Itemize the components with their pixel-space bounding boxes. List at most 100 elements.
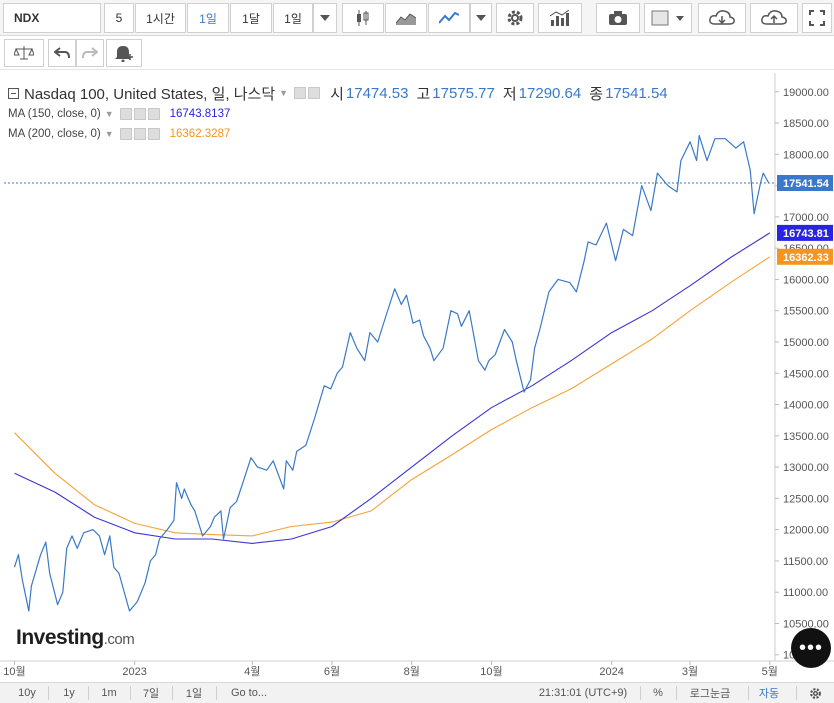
divider xyxy=(130,686,131,700)
low-label: 저 xyxy=(502,85,517,103)
x-tick-label: 8월 xyxy=(404,665,420,678)
y-tick-label: 16000.00 xyxy=(783,274,829,286)
investing-logo: Investing.com xyxy=(16,626,135,649)
ma200-close-icon[interactable] xyxy=(147,128,160,140)
x-tick-label: 10월 xyxy=(3,665,25,678)
ma150-gear-icon[interactable] xyxy=(133,108,146,120)
interval-1day-dropdown[interactable]: 1일 xyxy=(273,3,313,33)
low-value: 17290.64 xyxy=(518,84,582,102)
divider xyxy=(748,686,749,700)
undo-icon[interactable] xyxy=(48,39,76,67)
indicators-icon[interactable] xyxy=(538,3,582,33)
bottom-bar: 10y 1y 1m 7일 1일 Go to... 21:31:01 (UTC+9… xyxy=(0,682,834,703)
ma150-chevron-down-icon[interactable]: ▼ xyxy=(104,109,114,119)
interval-1day[interactable]: 1일 xyxy=(187,3,229,33)
ma150-series-line xyxy=(14,232,771,544)
y-tick-label: 10500.00 xyxy=(783,618,829,630)
y-tick-label: 11500.00 xyxy=(783,556,828,568)
fullscreen-icon[interactable] xyxy=(802,3,832,33)
add-alert-bell-icon[interactable] xyxy=(106,39,142,67)
range-1m[interactable]: 1m xyxy=(101,687,117,699)
ma150-badge-label: 16743.81 xyxy=(783,228,829,240)
ma150-eye-icon[interactable] xyxy=(119,108,132,120)
settings-gear-icon[interactable] xyxy=(496,3,534,33)
symbol-input[interactable]: NDX xyxy=(3,3,101,33)
y-tick-label: 19000.00 xyxy=(783,87,829,99)
x-tick-label: 2024 xyxy=(599,666,623,678)
ma200-eye-icon[interactable] xyxy=(119,128,132,140)
cloud-upload-icon[interactable] xyxy=(750,3,798,33)
y-tick-label: 12500.00 xyxy=(783,493,829,505)
divider xyxy=(640,686,641,700)
settings-gear-icon[interactable] xyxy=(308,87,321,99)
more-options-button[interactable]: ••• xyxy=(791,628,831,668)
ma200-value: 16362.3287 xyxy=(169,128,231,140)
chart-type-chevron-down-icon[interactable] xyxy=(470,3,492,33)
chart-legend: Nasdaq 100, United States, 일, 나스닥 ▼ 시 17… xyxy=(8,82,668,144)
y-tick-label: 11000.00 xyxy=(783,587,828,599)
background-color-picker[interactable] xyxy=(644,3,692,33)
interval-chevron-down-icon[interactable] xyxy=(313,3,337,33)
x-tick-label: 5월 xyxy=(762,665,778,678)
line-chart-icon[interactable] xyxy=(428,3,470,33)
visibility-eye-icon[interactable] xyxy=(294,87,307,99)
camera-icon[interactable] xyxy=(596,3,640,33)
divider xyxy=(216,686,217,700)
ma150-badge xyxy=(777,224,833,241)
interval-1month[interactable]: 1달 xyxy=(230,3,272,33)
price-chart[interactable]: 19000.0018500.0018000.0017500.0017000.00… xyxy=(0,72,834,682)
redo-icon[interactable] xyxy=(76,39,104,67)
collapse-legend-icon[interactable] xyxy=(8,87,19,99)
open-label: 시 xyxy=(330,85,344,103)
legend-chevron-down-icon[interactable]: ▼ xyxy=(279,88,289,98)
x-tick-label: 10월 xyxy=(480,665,502,678)
ma200-badge-label: 16362.33 xyxy=(783,252,829,264)
chart-settings-gear-icon[interactable] xyxy=(802,683,828,703)
x-tick-label: 6월 xyxy=(324,665,340,678)
cloud-download-icon[interactable] xyxy=(698,3,746,33)
x-tick-label: 3월 xyxy=(682,665,698,678)
high-value: 17575.77 xyxy=(432,84,495,102)
main-toolbar: NDX 5 1시간 1일 1달 1일 xyxy=(0,0,834,36)
y-tick-label: 18000.00 xyxy=(783,149,829,161)
interval-1hour[interactable]: 1시간 xyxy=(135,3,186,33)
range-1y[interactable]: 1y xyxy=(63,687,75,699)
compare-scale-icon[interactable] xyxy=(4,39,44,67)
price-series-line xyxy=(13,135,770,612)
area-chart-icon[interactable] xyxy=(385,3,427,33)
divider xyxy=(88,686,89,700)
clock-time: 21:31:01 (UTC+9) xyxy=(538,687,628,699)
log-scale-toggle[interactable]: 로그눈금 xyxy=(689,688,731,700)
drawing-toolbar xyxy=(0,36,834,70)
y-tick-label: 13000.00 xyxy=(783,462,829,474)
ma200-label: MA (200, close, 0) xyxy=(8,128,101,140)
goto-date-button[interactable]: Go to... xyxy=(230,687,268,699)
legend-title: Nasdaq 100, United States, 일, 나스닥 xyxy=(24,85,276,103)
x-tick-label: 2023 xyxy=(122,666,146,678)
interval-5[interactable]: 5 xyxy=(104,3,134,33)
divider xyxy=(796,686,797,700)
percent-scale-toggle[interactable]: % xyxy=(653,687,663,699)
y-tick-label: 15500.00 xyxy=(783,306,829,318)
candlestick-chart-icon[interactable] xyxy=(342,3,384,33)
close-label: 종 xyxy=(589,85,604,103)
divider xyxy=(676,686,677,700)
ma150-label: MA (150, close, 0) xyxy=(8,108,101,120)
x-tick-label: 4월 xyxy=(244,665,260,678)
y-tick-label: 17000.00 xyxy=(783,212,829,224)
close-value: 17541.54 xyxy=(605,84,668,102)
open-value: 17474.53 xyxy=(345,84,409,102)
ma200-chevron-down-icon[interactable]: ▼ xyxy=(104,129,114,139)
ma200-series-line xyxy=(14,256,771,537)
range-1d[interactable]: 1일 xyxy=(185,688,203,700)
range-10y[interactable]: 10y xyxy=(18,687,36,699)
auto-scale-toggle[interactable]: 자동 xyxy=(758,688,780,700)
y-tick-label: 14000.00 xyxy=(783,400,829,412)
ma150-close-icon[interactable] xyxy=(147,108,160,120)
ma150-value: 16743.8137 xyxy=(169,108,231,120)
range-7d[interactable]: 7일 xyxy=(142,688,160,700)
y-tick-label: 12000.00 xyxy=(783,525,829,537)
divider xyxy=(48,686,49,700)
y-tick-label: 18500.00 xyxy=(783,118,829,130)
ma200-gear-icon[interactable] xyxy=(133,128,146,140)
